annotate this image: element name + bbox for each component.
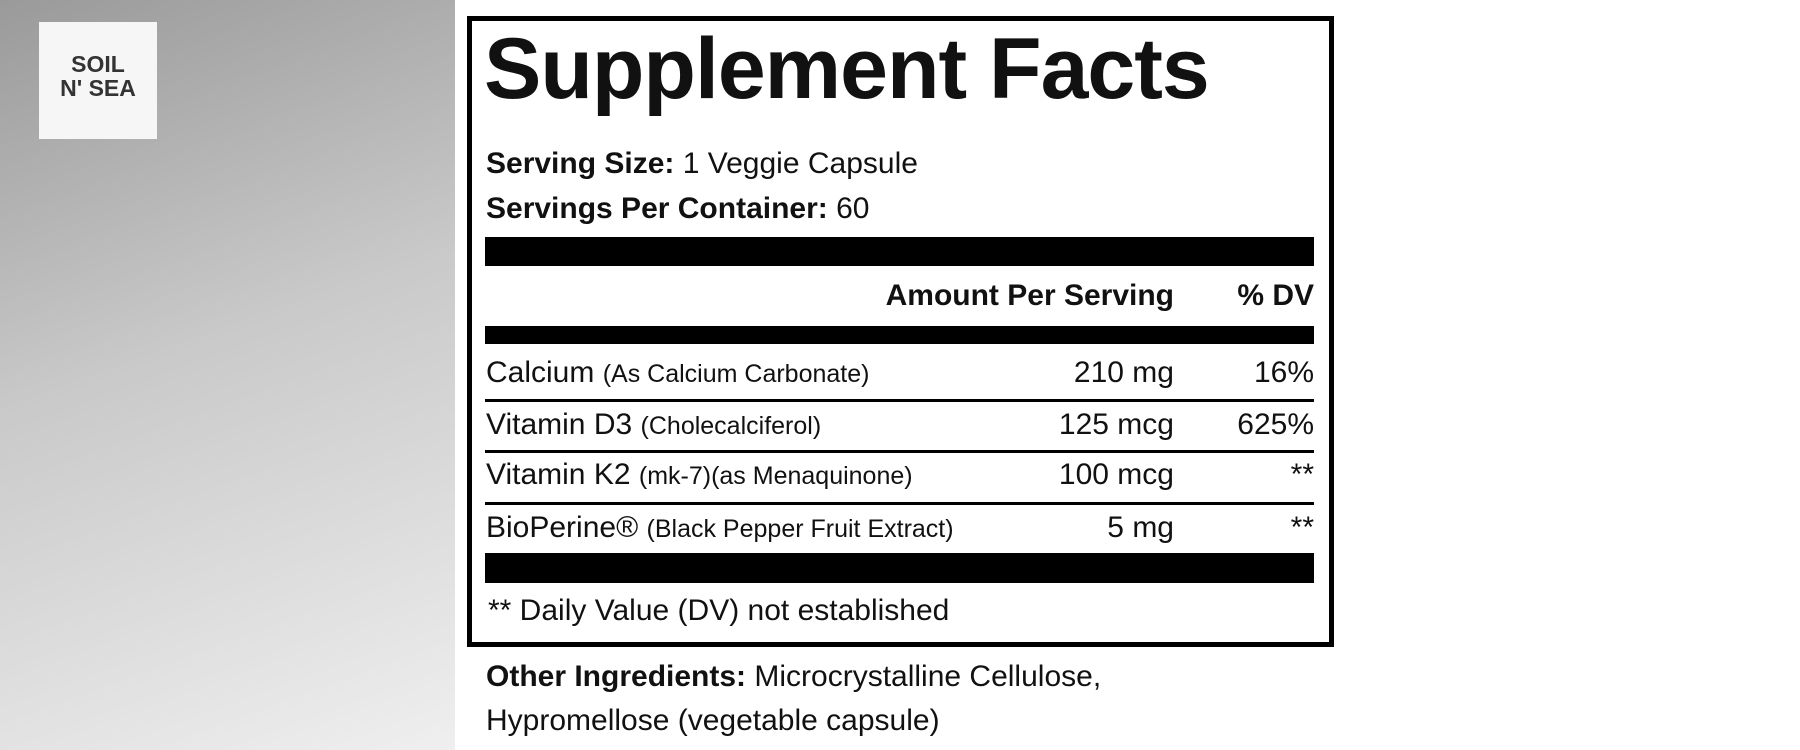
detail: (mk-7)(as Menaquinone) [638,462,913,490]
label: Servings Per Container: [486,192,828,225]
title: Supplement Facts [484,21,1210,117]
label: Serving Size: [486,147,675,180]
detail: (Black Pepper Fruit Extract) [646,515,954,543]
detail: (As Calcium Carbonate) [602,360,870,388]
value: Microcrystalline Cellulose, [754,660,1102,693]
amount: 5 mg [1107,511,1174,544]
daily-value: 625% [1237,408,1314,441]
name: Vitamin K2 [486,458,631,491]
nutrient-name: Calcium (As Calcium Carbonate) [486,356,869,390]
daily-value: ** [1290,511,1314,544]
value: 1 Veggie Capsule [682,147,918,180]
label: Other Ingredients: [486,660,747,693]
nutrient-name: Vitamin D3 (Cholecalciferol) [486,408,821,442]
footnote: ** Daily Value (DV) not established [488,594,950,627]
divider-bar [485,553,1314,583]
name: Vitamin D3 [486,408,633,441]
daily-value: ** [1290,458,1314,491]
nutrient-name: Vitamin K2 (mk-7)(as Menaquinone) [486,458,913,492]
divider-bar [485,326,1314,344]
logo-text: N' SEA [60,75,136,101]
row-separator [485,501,1314,505]
facts-panel [467,16,1334,647]
header-amount: Amount Per Serving [885,279,1174,312]
other-ingredients: Other Ingredients: Microcrystalline Cell… [486,660,1101,694]
logo: SOIL N' SEA [39,22,157,139]
other-ingredients: Hypromellose (vegetable capsule) [486,704,940,737]
detail: (Cholecalciferol) [640,412,822,440]
name: BioPerine® [486,511,639,544]
amount: 100 mcg [1058,458,1174,491]
row-separator [485,399,1314,402]
daily-value: 16% [1253,356,1314,389]
divider-bar [485,237,1314,266]
value: 60 [836,192,870,225]
name: Calcium [486,356,595,389]
amount: 210 mg [1073,356,1174,389]
logo-text: SOIL [71,51,125,77]
servings-per-container: Servings Per Container: 60 [486,192,869,226]
nutrient-name: BioPerine® (Black Pepper Fruit Extract) [486,511,954,545]
serving-size: Serving Size: 1 Veggie Capsule [486,147,918,181]
header-dv: % DV [1237,279,1314,312]
row-separator [485,450,1314,453]
amount: 125 mcg [1058,408,1174,441]
